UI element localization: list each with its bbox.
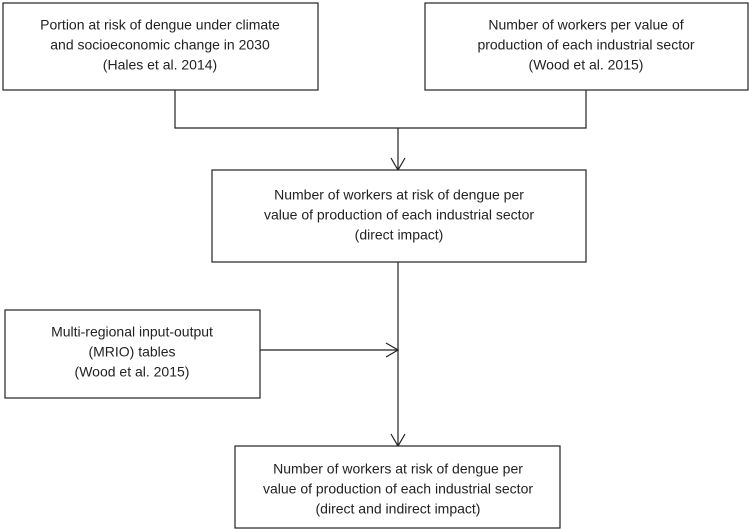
- node-text: production of each industrial sector: [477, 37, 694, 53]
- node-box: [211, 169, 587, 263]
- node-box: [424, 2, 749, 91]
- node-text: Number of workers per value of: [488, 17, 683, 33]
- node-text: value of production of each industrial s…: [264, 207, 534, 223]
- arrowhead: [385, 342, 400, 358]
- node-text: (Hales et al. 2014): [103, 57, 217, 73]
- node: Number of workers per value of productio…: [424, 2, 749, 91]
- node-text: Number of workers at risk of dengue per: [273, 461, 523, 477]
- node-box: [2, 2, 319, 91]
- node-text: and socioeconomic change in 2030: [50, 37, 270, 53]
- node-text: (Wood et al. 2015): [529, 57, 644, 73]
- node: Multi-regional input-output (MRIO) table…: [4, 309, 261, 399]
- node-box: [4, 309, 261, 399]
- connector: [174, 90, 587, 129]
- node-text: (direct and indirect impact): [316, 501, 481, 517]
- node: Number of workers at risk of dengue per …: [211, 169, 587, 263]
- node-text: Number of workers at risk of dengue per: [274, 187, 524, 203]
- node-text: value of production of each industrial s…: [263, 481, 533, 497]
- node-text: Multi-regional input-output: [51, 324, 213, 340]
- node-text: (Wood et al. 2015): [75, 364, 190, 380]
- node: Number of workers at risk of dengue per …: [234, 445, 561, 529]
- node-text: (direct impact): [355, 227, 444, 243]
- node-text: (MRIO) tables: [88, 344, 175, 360]
- node-box: [234, 445, 561, 529]
- node: Portion at risk of dengue under climate …: [2, 2, 319, 91]
- node-text: Portion at risk of dengue under climate: [40, 17, 280, 33]
